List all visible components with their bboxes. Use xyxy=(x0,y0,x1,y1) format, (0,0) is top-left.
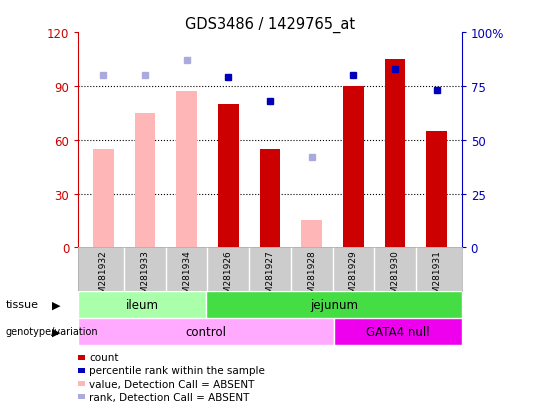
Text: GSM281926: GSM281926 xyxy=(224,250,233,304)
Text: ileum: ileum xyxy=(126,298,159,311)
Text: GSM281933: GSM281933 xyxy=(140,250,150,305)
Text: GSM281934: GSM281934 xyxy=(182,250,191,304)
Text: GATA4 null: GATA4 null xyxy=(366,325,430,338)
Bar xyxy=(426,131,447,248)
Bar xyxy=(78,291,206,318)
Text: percentile rank within the sample: percentile rank within the sample xyxy=(89,366,265,375)
Bar xyxy=(334,318,462,345)
Text: genotype/variation: genotype/variation xyxy=(5,326,98,337)
Text: control: control xyxy=(186,325,227,338)
Bar xyxy=(260,150,280,248)
Text: tissue: tissue xyxy=(5,299,38,310)
Bar xyxy=(78,318,334,345)
Text: GSM281929: GSM281929 xyxy=(349,250,358,304)
Bar xyxy=(134,114,156,248)
Text: ▶: ▶ xyxy=(52,326,61,337)
Bar xyxy=(218,104,239,248)
Text: ▶: ▶ xyxy=(52,299,61,310)
Text: jejunum: jejunum xyxy=(310,298,358,311)
Bar xyxy=(384,60,406,248)
Text: GSM281932: GSM281932 xyxy=(99,250,108,304)
Bar xyxy=(176,92,197,248)
Text: GSM281930: GSM281930 xyxy=(390,250,400,305)
Bar xyxy=(206,291,462,318)
Text: count: count xyxy=(89,352,119,362)
Text: GSM281931: GSM281931 xyxy=(432,250,441,305)
Bar xyxy=(343,87,364,248)
Text: rank, Detection Call = ABSENT: rank, Detection Call = ABSENT xyxy=(89,392,249,402)
Text: GSM281927: GSM281927 xyxy=(266,250,274,304)
Text: value, Detection Call = ABSENT: value, Detection Call = ABSENT xyxy=(89,379,254,389)
Bar xyxy=(301,221,322,248)
Text: GDS3486 / 1429765_at: GDS3486 / 1429765_at xyxy=(185,17,355,33)
Text: GSM281928: GSM281928 xyxy=(307,250,316,304)
Bar xyxy=(93,150,114,248)
